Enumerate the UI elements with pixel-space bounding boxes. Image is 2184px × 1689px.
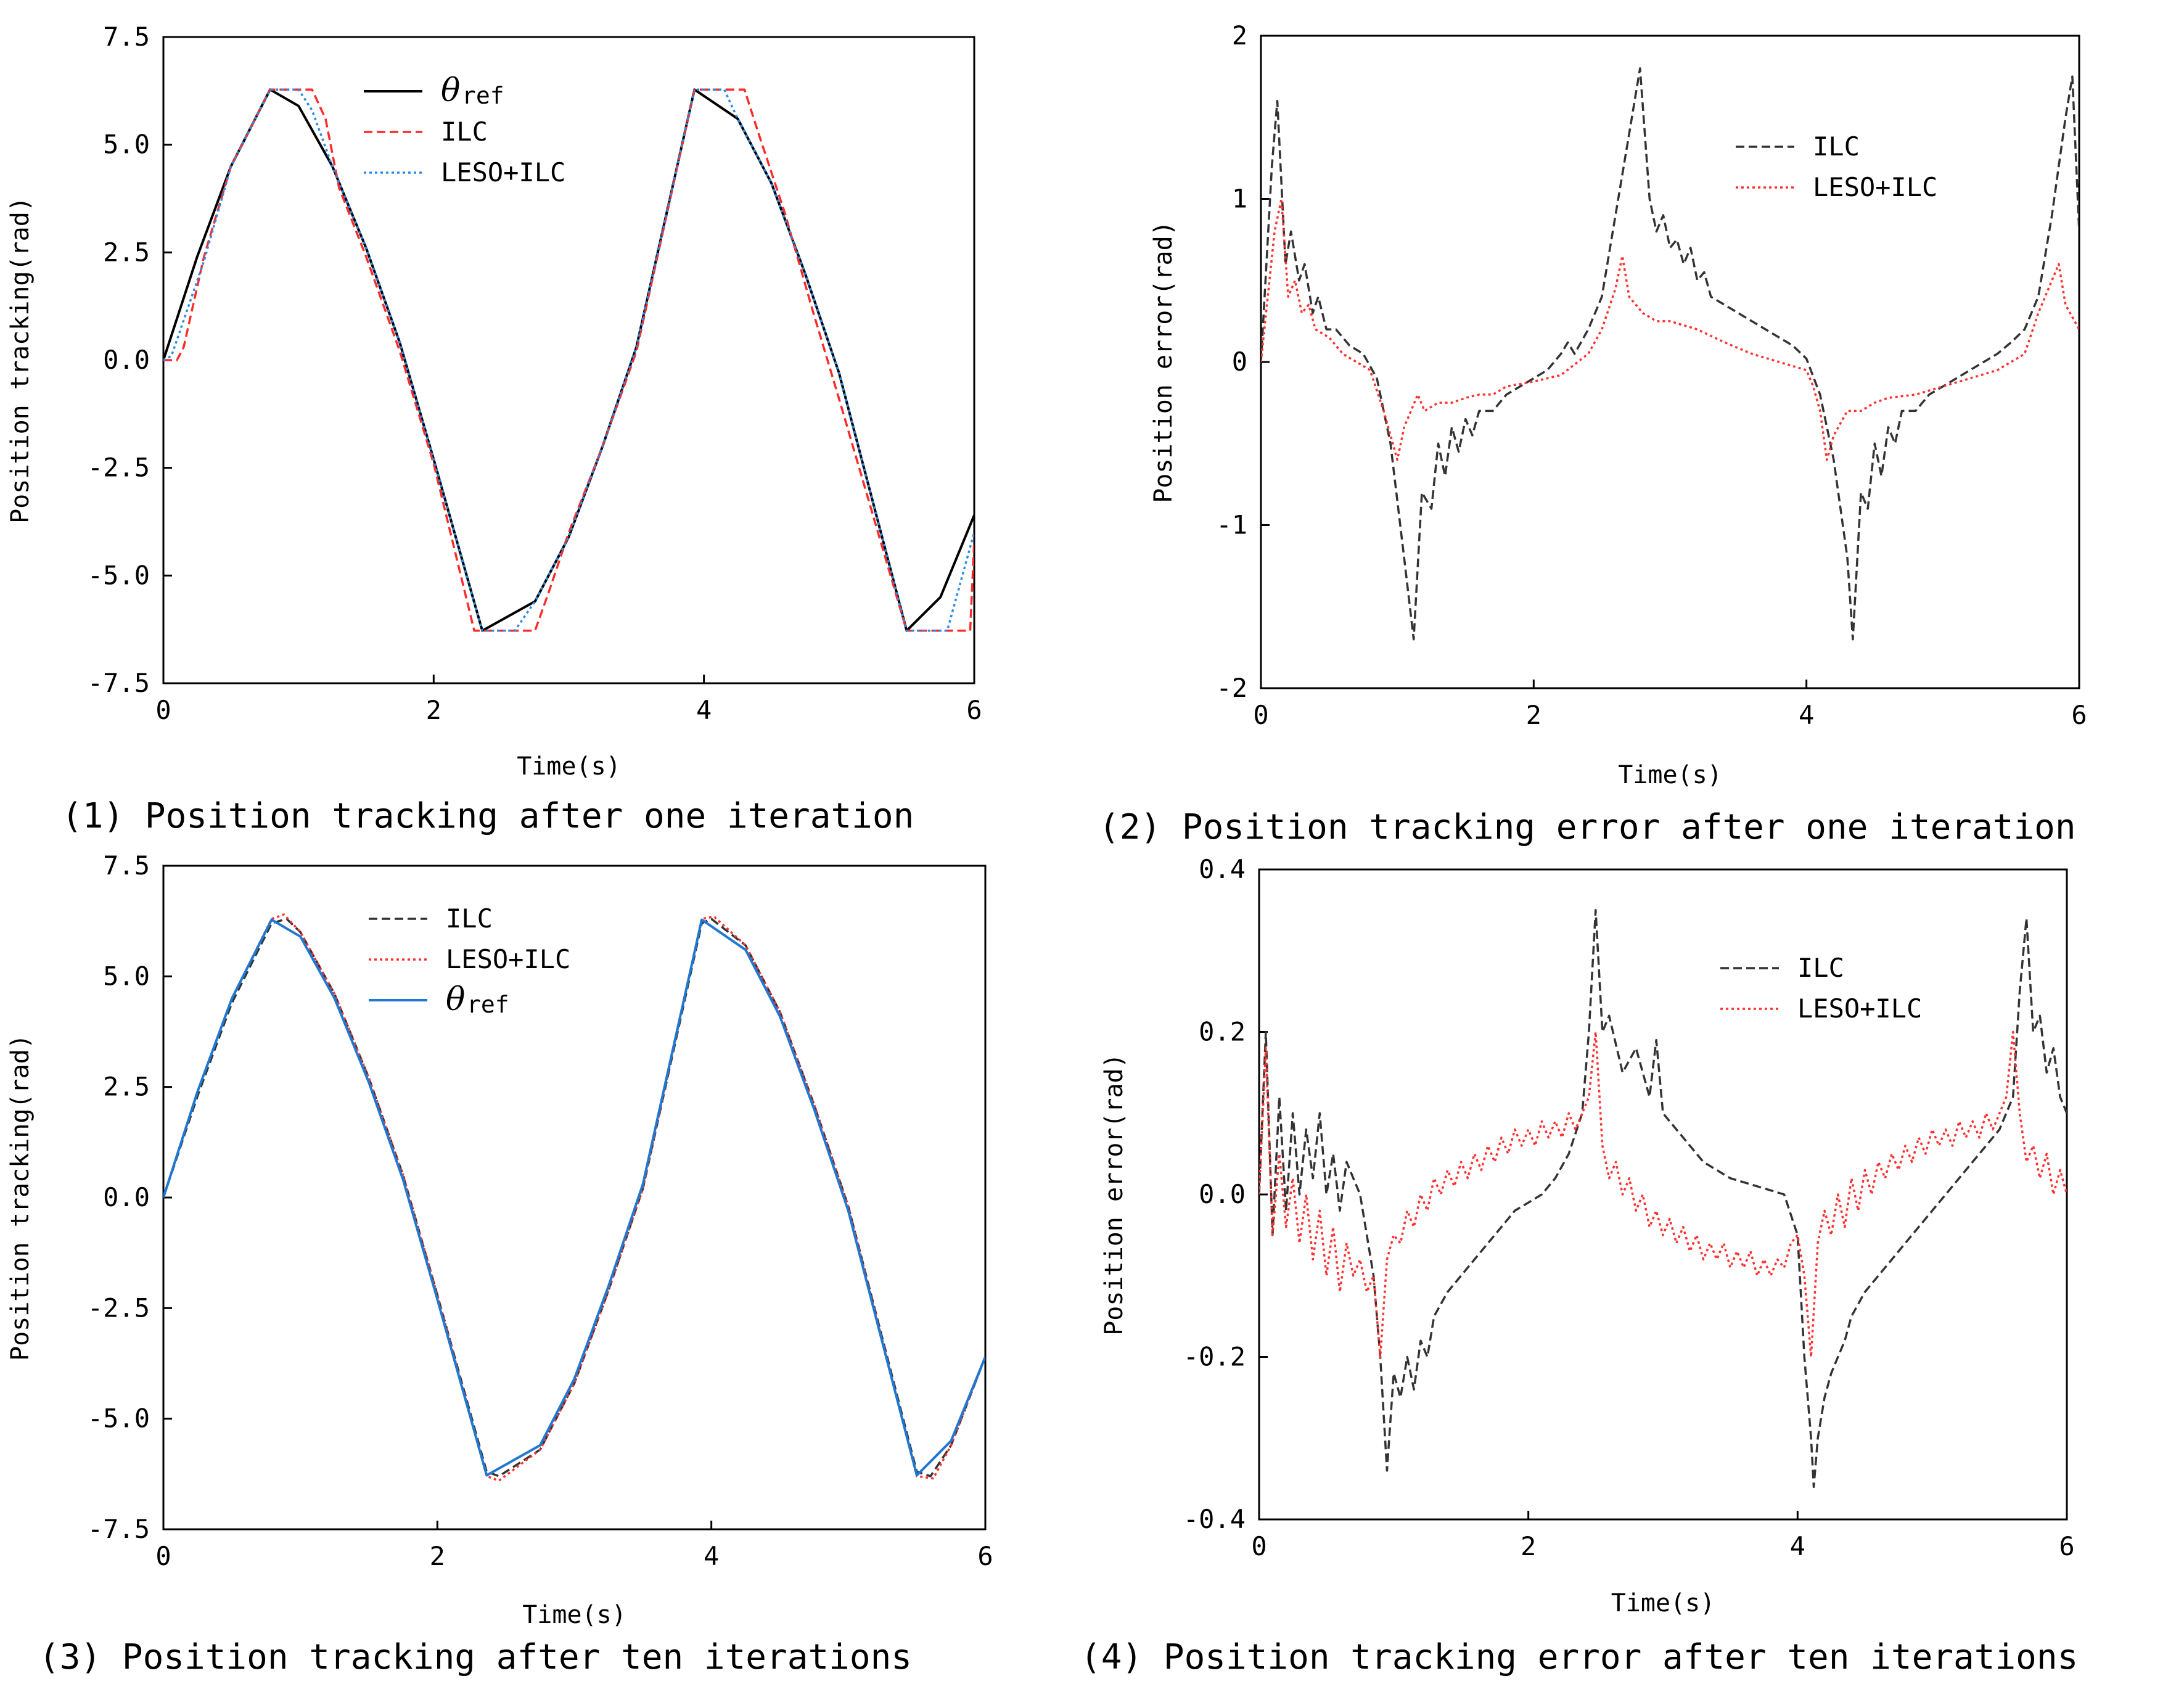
y-tick-label: -5.0: [88, 560, 150, 590]
legend: θ ref ILC LESO+ILC: [364, 72, 565, 187]
chart-panel-1: 0 2 4 6 7.5 5.0 2.5 0.0 -2.5 -5.0 -7.5 Time(s) Posit…: [6, 22, 982, 836]
y-tick-label: -0.2: [1183, 1342, 1246, 1372]
y-tick-label: -1: [1216, 510, 1247, 540]
plot-frame: [1260, 35, 2080, 689]
x-tick-label: 2: [1521, 1531, 1536, 1561]
y-tick-label: 0.0: [1199, 1179, 1246, 1209]
y-tick-label: 2: [1232, 20, 1247, 51]
x-tick-label: 0: [155, 1541, 171, 1571]
x-tick-label: 2: [1526, 700, 1542, 730]
legend-label: LESO+ILC: [1797, 993, 1922, 1024]
x-tick-label: 0: [155, 695, 171, 725]
chart-panel-2: 0 2 4 6 2 1 0 -1 -2 Time(s) Position error(rad) ILC…: [1099, 20, 2087, 847]
y-tick-label: -2: [1216, 673, 1247, 703]
legend: ILC LESO+ILC: [1720, 953, 1922, 1024]
series-line--ref: [163, 918, 985, 1477]
y-tick-label: -7.5: [88, 668, 150, 698]
y-axis-title: Position error(rad): [1100, 1053, 1128, 1336]
chart-panel-4: 0 2 4 6 0.4 0.2 0.0 -0.2 -0.4 Time(s) Position err…: [1080, 854, 2078, 1677]
x-tick-label: 0: [1251, 1531, 1266, 1561]
y-tick-label: 2.5: [103, 237, 150, 267]
legend-label-sub: ref: [467, 991, 509, 1018]
y-tick-label: 0.0: [103, 1182, 150, 1212]
legend-label: LESO+ILC: [441, 157, 565, 187]
series-line-ilc: [1259, 909, 2067, 1489]
x-tick-label: 2: [430, 1541, 445, 1571]
x-axis-title: Time(s): [1611, 1589, 1715, 1617]
panel-caption: (2) Position tracking error after one it…: [1099, 807, 2076, 847]
y-tick-label: -2.5: [88, 453, 150, 483]
x-tick-label: 2: [426, 695, 441, 725]
plot-frame: [162, 36, 975, 684]
legend-label: ILC: [1813, 131, 1860, 162]
x-tick-label: 6: [966, 695, 982, 725]
y-tick-label: 0: [1232, 347, 1247, 377]
y-axis-title: Position tracking(rad): [6, 197, 35, 524]
plot-frame: [1258, 868, 2068, 1521]
series-line--ref: [163, 88, 974, 632]
legend: ILC LESO+ILC θ ref: [369, 903, 570, 1018]
x-tick-label: 4: [1799, 700, 1814, 730]
series-line-leso-ilc: [163, 88, 974, 632]
series-line-leso-ilc: [163, 913, 985, 1482]
series-line-leso-ilc: [1259, 1030, 2067, 1358]
x-axis-title: Time(s): [517, 752, 621, 781]
y-tick-label: 7.5: [103, 22, 150, 52]
y-tick-label: 5.0: [103, 129, 150, 160]
x-tick-label: 6: [977, 1541, 993, 1571]
y-axis-title: Position error(rad): [1149, 221, 1178, 503]
y-tick-label: -2.5: [88, 1292, 150, 1323]
y-axis-title: Position tracking(rad): [6, 1034, 35, 1361]
legend-label: ILC: [441, 117, 488, 147]
y-tick-label: 0.4: [1199, 854, 1246, 884]
legend: ILC LESO+ILC: [1736, 131, 1937, 202]
panel-caption: (3) Position tracking after ten iteratio…: [39, 1637, 912, 1677]
x-tick-label: 0: [1253, 700, 1268, 730]
series-line-ilc: [163, 918, 985, 1477]
panel-caption: (4) Position tracking error after ten it…: [1080, 1637, 2078, 1677]
legend-label-sub: ref: [462, 82, 504, 109]
panel-caption: (1) Position tracking after one iteratio…: [62, 796, 914, 836]
y-tick-label: 0.0: [103, 345, 150, 375]
legend-label: LESO+ILC: [1813, 172, 1937, 202]
legend-label-main: θ: [441, 72, 460, 109]
y-tick-label: 0.2: [1199, 1017, 1246, 1047]
x-tick-label: 6: [2071, 700, 2087, 730]
legend-label: ILC: [446, 903, 493, 934]
x-tick-label: 6: [2059, 1531, 2074, 1561]
y-tick-label: -0.4: [1183, 1504, 1246, 1534]
x-tick-label: 4: [704, 1541, 719, 1571]
legend-label: ILC: [1797, 953, 1844, 983]
y-tick-label: -7.5: [88, 1514, 150, 1544]
series-line-ilc: [163, 88, 974, 632]
y-tick-label: 1: [1232, 184, 1247, 214]
chart-panel-3: 0 2 4 6 7.5 5.0 2.5 0.0 -2.5 -5.0 -7.5 Time(s) Posit…: [6, 850, 993, 1677]
y-tick-label: 2.5: [103, 1072, 150, 1102]
y-tick-label: -5.0: [88, 1403, 150, 1434]
x-axis-title: Time(s): [1618, 761, 1722, 789]
legend-label-main: θ: [446, 981, 465, 1018]
x-axis-title: Time(s): [522, 1601, 626, 1629]
legend-label: LESO+ILC: [446, 944, 570, 974]
y-tick-label: 7.5: [103, 850, 150, 881]
x-tick-label: 4: [696, 695, 712, 725]
y-tick-label: 5.0: [103, 961, 150, 991]
x-tick-label: 4: [1790, 1531, 1805, 1561]
series-line-leso-ilc: [1261, 197, 2079, 461]
plot-frame: [162, 865, 987, 1531]
series-line-ilc: [1261, 67, 2079, 641]
